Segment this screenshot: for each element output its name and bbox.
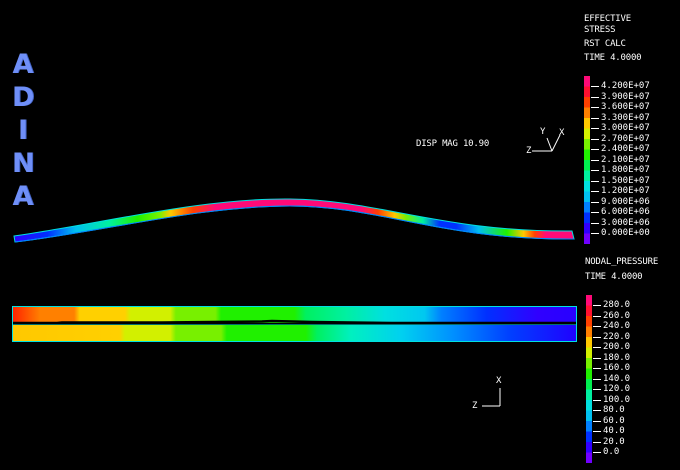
stress-scale-labels: 4.200E+07 3.900E+07 3.600E+07 3.300E+07 … (584, 76, 680, 248)
pressure-label: 200.0 (603, 342, 631, 352)
pressure-label: 0.0 (603, 447, 620, 457)
pressure-label: 20.0 (603, 436, 625, 447)
logo-letter: D (12, 82, 35, 113)
logo-letter: N (12, 148, 35, 179)
pressure-lower-layer (12, 325, 577, 342)
pressure-contour-plot (12, 306, 577, 342)
pressure-legend-title: NODAL_PRESSURE TIME 4.0000 (585, 257, 658, 283)
pressure-label: 260.0 (603, 310, 631, 321)
stress-label: 6.000E+06 (601, 207, 650, 217)
pressure-scale-labels: 280.0 260.0 240.0 220.0 200.0 180.0 160.… (586, 295, 676, 463)
pressure-label: 160.0 (603, 363, 631, 373)
logo-letter: A (12, 49, 34, 80)
pressure-label: 220.0 (603, 331, 631, 342)
axis-x-label: X (496, 376, 502, 386)
stress-colorbar (584, 76, 590, 244)
pressure-label: 80.0 (603, 405, 625, 415)
logo-letter: I (17, 115, 29, 146)
pressure-label: 280.0 (603, 300, 631, 310)
pressure-color-scale (586, 295, 594, 463)
stress-legend-title: EFFECTIVE STRESS RST CALC TIME 4.0000 (584, 14, 642, 67)
stress-title-line1: EFFECTIVE (584, 14, 631, 24)
upper-axis-triad: Z Y X (524, 126, 574, 158)
pressure-label: 120.0 (603, 384, 631, 394)
stress-color-scale (584, 76, 674, 248)
stress-label: 3.000E+06 (601, 217, 650, 228)
pressure-title: NODAL_PRESSURE (585, 257, 659, 267)
pressure-label: 60.0 (603, 415, 625, 426)
stress-title-line2: STRESS (584, 25, 616, 35)
pressure-time-label: TIME 4.0000 (585, 272, 643, 282)
stress-label: 2.100E+07 (601, 154, 650, 165)
stress-deformed-beam (0, 190, 580, 250)
axis-x-label: X (559, 128, 565, 138)
pressure-label: 180.0 (603, 352, 631, 363)
pressure-label: 140.0 (603, 373, 631, 384)
stress-label: 2.400E+07 (601, 144, 650, 154)
lower-axis-triad: Z X (470, 376, 510, 412)
logo-letter: A (12, 181, 34, 212)
stress-label: 3.900E+07 (601, 91, 650, 102)
pressure-label: 240.0 (603, 321, 631, 331)
stress-label: 1.500E+07 (601, 175, 650, 186)
stress-calc-label: RST CALC (584, 39, 626, 49)
pressure-upper-layer (12, 306, 577, 323)
pressure-label: 40.0 (603, 426, 625, 436)
axis-y-label: Y (540, 127, 546, 137)
stress-label: 4.200E+07 (601, 81, 650, 91)
stress-label: 0.000E+00 (601, 228, 650, 238)
stress-label: 1.800E+07 (601, 165, 650, 175)
pressure-colorbar (586, 295, 592, 463)
pressure-label: 100.0 (603, 394, 631, 405)
stress-label: 1.200E+07 (601, 186, 650, 196)
axis-z-label: Z (472, 401, 478, 411)
stress-label: 3.000E+07 (601, 123, 650, 133)
stress-time-label: TIME 4.0000 (584, 53, 642, 63)
stress-label: 3.600E+07 (601, 102, 650, 112)
disp-mag-label: DISP MAG 10.90 (416, 139, 490, 149)
stress-label: 3.300E+07 (601, 112, 650, 123)
stress-label: 2.700E+07 (601, 133, 650, 144)
axis-z-label: Z (526, 146, 532, 156)
adina-logo: A D I N A (12, 48, 35, 213)
stress-label: 9.000E+06 (601, 196, 650, 207)
